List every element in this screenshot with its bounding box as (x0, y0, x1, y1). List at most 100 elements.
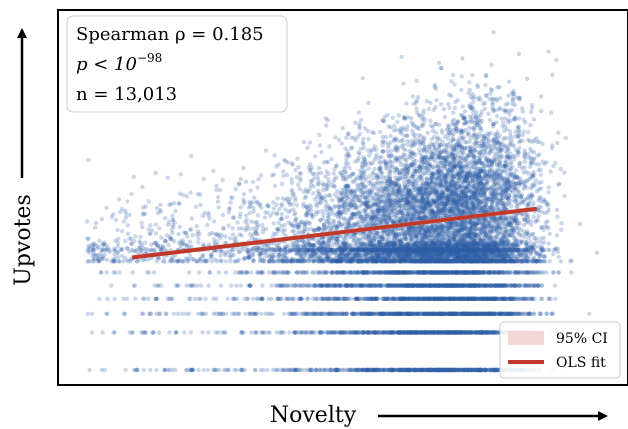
scatter-point (488, 224, 494, 229)
scatter-point (379, 171, 384, 176)
scatter-point (453, 270, 458, 275)
scatter-point (189, 153, 194, 159)
scatter-point (526, 247, 531, 253)
scatter-point (427, 296, 433, 301)
scatter-point (503, 216, 509, 221)
scatter-point (449, 168, 454, 173)
scatter-point (517, 311, 522, 316)
scatter-point (422, 156, 427, 161)
scatter-point (453, 270, 458, 275)
scatter-point (490, 311, 495, 316)
scatter-point (441, 252, 446, 257)
scatter-point (85, 236, 90, 241)
scatter-point (459, 226, 465, 231)
scatter-point (462, 259, 468, 264)
scatter-point (420, 165, 425, 170)
scatter-point (426, 106, 432, 112)
scatter-point (354, 283, 359, 288)
scatter-point (288, 247, 293, 253)
scatter-point (259, 296, 264, 301)
scatter-point (428, 186, 433, 191)
scatter-point (413, 205, 419, 210)
scatter-point (454, 163, 459, 169)
scatter-point (418, 255, 423, 260)
scatter-point (360, 140, 365, 145)
scatter-point (272, 259, 277, 264)
scatter-point (354, 243, 360, 248)
scatter-point (471, 259, 476, 264)
scatter-point (471, 155, 477, 160)
scatter-point (146, 227, 151, 232)
scatter-point (386, 228, 391, 233)
scatter-point (388, 311, 393, 316)
scatter-point (405, 247, 410, 253)
scatter-point (393, 250, 398, 255)
scatter-point (427, 259, 432, 264)
scatter-point (429, 367, 434, 373)
scatter-point (474, 311, 479, 316)
scatter-point (418, 270, 423, 275)
scatter-point (449, 188, 454, 193)
scatter-point (508, 258, 513, 263)
scatter-point (296, 164, 301, 170)
scatter-point (440, 139, 445, 144)
scatter-point (372, 367, 377, 373)
scatter-point (449, 192, 454, 198)
scatter-point (526, 255, 531, 260)
scatter-point (485, 283, 490, 288)
scatter-point (318, 367, 324, 373)
scatter-point (311, 248, 316, 253)
scatter-point (371, 184, 376, 189)
scatter-point (422, 367, 427, 373)
scatter-point (119, 246, 125, 251)
scatter-point (483, 172, 489, 178)
scatter-point (386, 247, 392, 253)
scatter-point (484, 199, 489, 204)
scatter-point (450, 179, 455, 184)
scatter-point (279, 201, 284, 207)
scatter-point (513, 188, 518, 193)
scatter-point (482, 202, 488, 208)
scatter-point (283, 158, 288, 164)
scatter-point (281, 259, 286, 264)
scatter-point (538, 172, 544, 177)
scatter-point (447, 105, 452, 111)
scatter-point (461, 367, 466, 373)
scatter-point (412, 367, 418, 373)
scatter-point (377, 367, 382, 373)
scatter-point (405, 283, 410, 288)
scatter-point (421, 239, 426, 244)
scatter-point (587, 311, 592, 316)
scatter-point (344, 259, 349, 264)
scatter-point (405, 211, 410, 217)
scatter-point (426, 227, 431, 232)
scatter-point (392, 218, 397, 223)
scatter-point (317, 311, 322, 316)
scatter-point (536, 167, 541, 173)
scatter-point (425, 311, 430, 316)
scatter-point (287, 367, 292, 373)
scatter-point (491, 30, 496, 35)
scatter-point (293, 167, 298, 173)
scatter-point (388, 270, 393, 275)
scatter-point (432, 184, 437, 189)
scatter-point (497, 255, 502, 261)
scatter-point (510, 189, 516, 194)
scatter-point (452, 236, 457, 242)
scatter-point (380, 250, 385, 255)
scatter-point (478, 125, 483, 130)
scatter-point (140, 212, 145, 217)
scatter-point (502, 283, 508, 288)
scatter-point (336, 203, 342, 208)
scatter-point (378, 129, 383, 135)
scatter-point (335, 247, 340, 253)
scatter-point (386, 241, 391, 247)
scatter-point (215, 199, 221, 204)
scatter-point (379, 197, 385, 203)
scatter-point (382, 367, 387, 373)
scatter-point (419, 256, 424, 261)
scatter-point (476, 296, 481, 301)
scatter-point (154, 311, 159, 316)
scatter-point (540, 159, 545, 164)
scatter-point (89, 330, 95, 335)
